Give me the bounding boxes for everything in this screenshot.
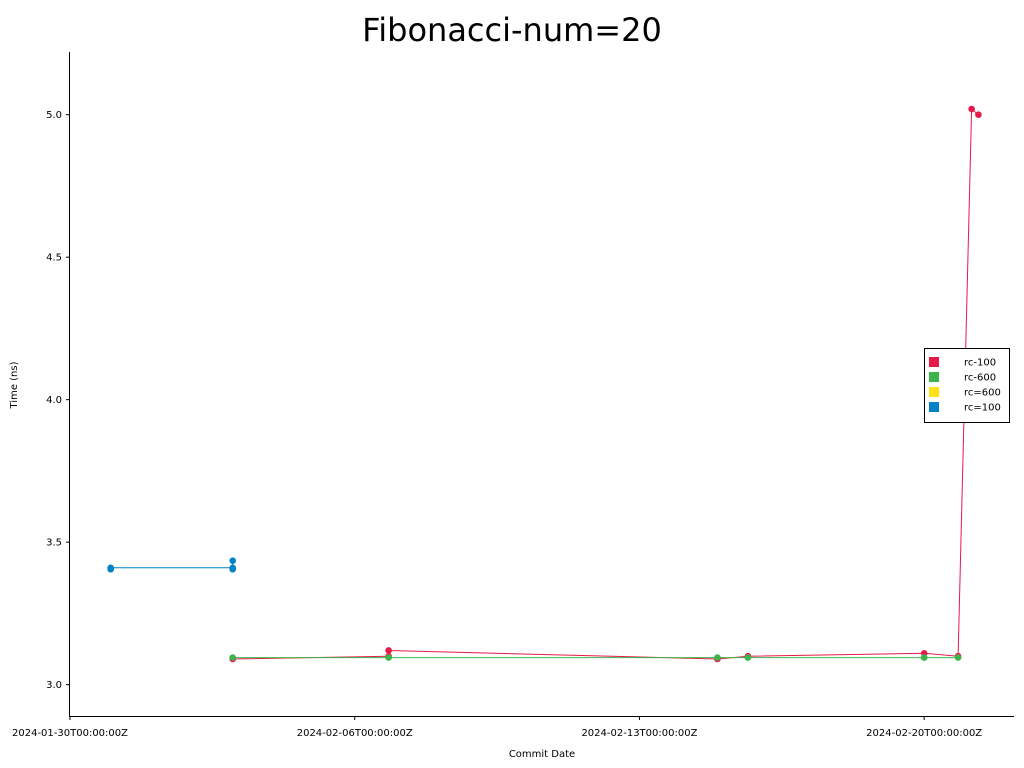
- x-ticks: 2024-01-30T00:00:00Z 2024-02-06T00:00:00Z…: [12, 716, 982, 739]
- legend-swatch: [929, 372, 939, 382]
- data-point-rc-600: [714, 654, 721, 661]
- series-lines: [110, 107, 979, 660]
- y-ticks: 3.0 3.5 4.0 4.5 5.0: [46, 110, 70, 691]
- y-tick-label: 4.0: [46, 395, 62, 406]
- legend-swatch: [929, 387, 939, 397]
- data-point-rc-600: [954, 654, 962, 661]
- data-point-rc-100: [968, 105, 975, 113]
- series-points: [107, 105, 982, 663]
- x-tick-label: 2024-02-20T00:00:00Z: [866, 728, 982, 739]
- legend: rc-100 rc-600 rc=600 rc=100: [924, 348, 1010, 423]
- plot-area: 3.03.54.04.55.0 2024-01-30T00:00:00Z 2024…: [12, 52, 1014, 739]
- legend-label: rc=100: [964, 403, 1001, 414]
- x-tick-label: 2024-02-06T00:00:00Z: [297, 728, 413, 739]
- legend-swatch: [929, 357, 939, 367]
- legend-label: rc-600: [964, 373, 996, 384]
- x-tick-label: 2024-02-13T00:00:00Z: [581, 728, 697, 739]
- x-axis-label: Commit Date: [509, 749, 575, 760]
- y-tick-label: 5.0: [46, 110, 62, 121]
- y-tick-label: 3.0: [46, 680, 62, 691]
- legend-label: rc-100: [964, 358, 996, 369]
- chart-title: Fibonacci-num=20: [362, 11, 662, 49]
- x-tick-label: 2024-01-30T00:00:00Z: [12, 728, 128, 739]
- series-line-rc-100: [232, 107, 979, 660]
- data-point-rc-100: [229, 557, 237, 564]
- legend-swatch: [929, 402, 939, 412]
- legend-items: rc-100 rc-600 rc=600 rc=100: [929, 357, 1001, 414]
- data-point-rc-100: [107, 564, 114, 572]
- data-point-rc-600: [920, 654, 928, 661]
- y-axis-label: Time (ns): [9, 361, 20, 409]
- data-point-rc-600: [744, 654, 752, 661]
- data-point-rc-600: [229, 654, 237, 661]
- series-line-rc-100: [110, 560, 234, 570]
- y-tick-label: 4.5: [46, 253, 62, 264]
- data-point-rc-600: [385, 654, 392, 661]
- y-tick-label: 3.5: [46, 538, 62, 549]
- data-point-rc-100: [229, 565, 237, 573]
- data-point-rc-100: [385, 647, 392, 654]
- legend-label: rc=600: [964, 388, 1001, 399]
- data-point-rc-100: [975, 111, 982, 118]
